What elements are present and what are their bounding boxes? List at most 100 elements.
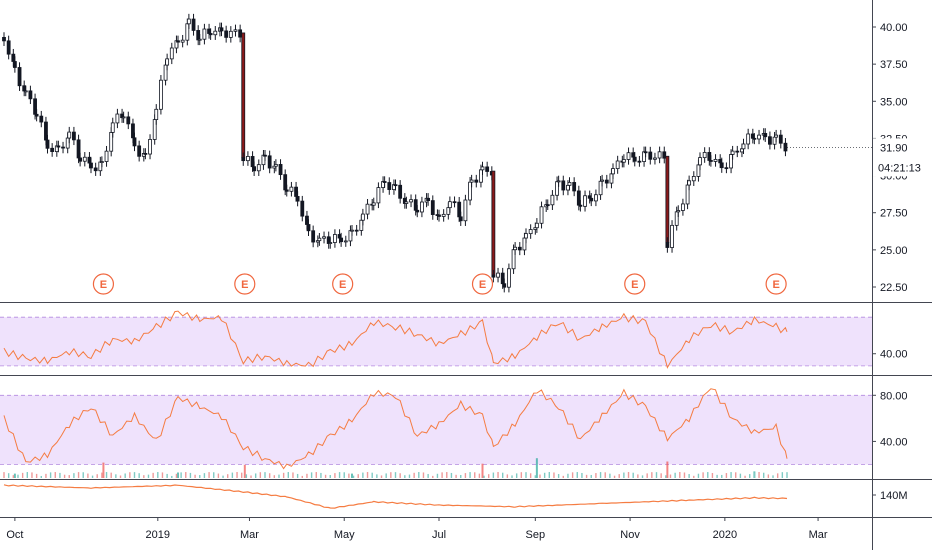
volume-bar	[310, 472, 313, 478]
volume-bar	[82, 472, 84, 478]
candle-body	[224, 30, 229, 38]
candle-body	[757, 134, 761, 140]
candle-body	[78, 157, 83, 162]
candle-body	[246, 156, 250, 162]
candle-body	[626, 152, 631, 160]
candle-body	[611, 168, 615, 175]
volume-bar	[243, 464, 246, 478]
candle-body	[143, 153, 148, 155]
time-axis-label: 2020	[713, 529, 737, 541]
volume-bar	[231, 472, 234, 478]
volume-bar	[562, 475, 564, 478]
volume-bar	[278, 474, 280, 478]
candle-body	[99, 161, 104, 163]
volume-bar	[390, 472, 392, 478]
candle-body	[284, 189, 289, 192]
candle-body	[479, 169, 483, 183]
candle-body	[393, 184, 398, 187]
candle-body	[662, 151, 667, 159]
candle-body	[665, 242, 670, 248]
volume-bar	[786, 472, 788, 478]
volume-bar	[282, 472, 285, 478]
volume-bar	[408, 474, 411, 478]
candle-body	[566, 184, 570, 191]
volume-bar	[49, 472, 52, 478]
candle-body	[685, 184, 690, 205]
candle-body	[295, 196, 300, 202]
candle-body	[740, 148, 744, 153]
volume-bar	[105, 472, 108, 478]
candle-body	[676, 210, 681, 213]
volume-bar	[306, 473, 308, 478]
candle-body	[72, 131, 76, 141]
volume-bar	[739, 473, 742, 478]
volume-bar	[529, 473, 532, 478]
volume-bar	[351, 473, 353, 478]
volume-bar	[501, 472, 504, 478]
volume-bar	[96, 474, 98, 478]
candle-body	[746, 133, 751, 145]
volume-bar	[352, 475, 355, 478]
volume-bar	[245, 474, 248, 478]
earnings-badge-label: E	[772, 279, 779, 291]
earnings-badge-label: E	[631, 279, 638, 291]
candle-body	[500, 272, 505, 285]
candle-body	[555, 181, 559, 196]
volume-bar	[497, 472, 499, 478]
volume-bar	[119, 475, 122, 478]
volume-bar	[595, 473, 597, 478]
candle-body	[328, 242, 333, 244]
last-price-label: 31.90	[880, 142, 908, 154]
candle-body	[491, 274, 496, 278]
volume-bar	[292, 472, 294, 478]
candle-body	[534, 222, 539, 229]
candle-body	[263, 154, 267, 157]
volume-bar	[301, 475, 303, 478]
volume-bar	[73, 473, 75, 478]
volume-bar	[362, 472, 364, 478]
candle-body	[430, 200, 435, 215]
volume-bar	[613, 475, 616, 478]
volume-bar	[180, 472, 182, 478]
volume-bar	[557, 474, 560, 478]
candle-body	[152, 119, 157, 140]
candle-body	[420, 201, 424, 213]
volume-bar	[199, 475, 201, 478]
volume-bar	[17, 474, 19, 478]
candle-body	[121, 116, 126, 119]
candle-body	[469, 179, 474, 183]
volume-bar	[548, 472, 551, 478]
volume-axis-label: 140M	[880, 490, 908, 502]
candle-body	[713, 158, 718, 162]
volume-bar	[609, 473, 611, 478]
candle-body	[45, 139, 50, 149]
volume-bar	[227, 474, 229, 478]
candle-body	[252, 166, 257, 172]
candle-body	[154, 108, 159, 120]
candle-body	[404, 201, 409, 204]
candle-body	[696, 164, 701, 177]
candle-body	[376, 187, 381, 204]
candle-body	[322, 236, 326, 239]
volume-bar	[674, 472, 676, 478]
candle-body	[550, 194, 555, 206]
countdown-label: 04:21:13	[878, 162, 921, 174]
indicator-2-axis-label: 80.00	[880, 390, 908, 402]
candle-gap-bar	[665, 155, 670, 243]
countdown-box	[873, 158, 932, 177]
volume-bar	[296, 473, 299, 478]
candle-body	[207, 28, 211, 34]
candle-body	[294, 186, 298, 197]
volume-bar	[585, 474, 588, 478]
candle-body	[409, 199, 413, 203]
volume-bar	[571, 472, 574, 478]
volume-bar	[525, 472, 527, 478]
volume-bar	[665, 475, 667, 478]
volume-bar	[399, 473, 401, 478]
indicator-1-band	[0, 317, 872, 366]
volume-bar	[152, 472, 154, 478]
candle-body	[93, 167, 98, 172]
candle-body	[228, 30, 233, 38]
candle-body	[463, 199, 468, 222]
